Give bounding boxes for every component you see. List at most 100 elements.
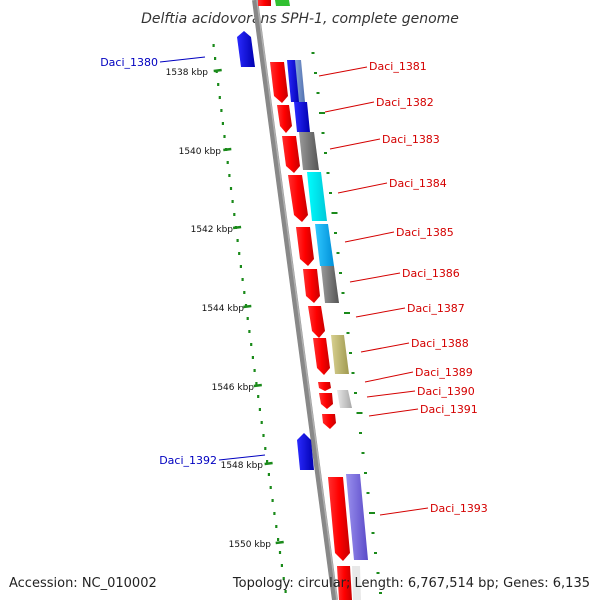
scale-dot — [278, 551, 282, 554]
kbp-label-1544: 1544 kbp — [202, 304, 245, 314]
gene-daci-1385[interactable] — [296, 227, 314, 266]
scale-dot — [241, 278, 244, 281]
gene-daci-1380[interactable] — [237, 31, 255, 67]
right-scale-tick — [356, 412, 363, 414]
label-daci-1385[interactable]: Daci_1385 — [396, 226, 454, 239]
right-scale-tick — [379, 592, 382, 594]
scale-dot — [223, 135, 226, 138]
label-daci-1390[interactable]: Daci_1390 — [417, 385, 475, 398]
scale-dot — [264, 447, 267, 450]
scale-dotted-line — [212, 44, 287, 593]
label-daci-1382[interactable]: Daci_1382 — [376, 96, 434, 109]
gene-daci-1386[interactable] — [303, 269, 320, 303]
right-scale-tick — [366, 492, 370, 494]
scale-dot — [251, 356, 254, 359]
label-daci-1391[interactable]: Daci_1391 — [420, 403, 478, 416]
right-scale-tick — [371, 532, 375, 534]
label-daci-1387[interactable]: Daci_1387 — [407, 302, 465, 315]
kbp-label-1546: 1546 kbp — [212, 383, 255, 393]
right-scale-tick — [339, 272, 342, 274]
gene-daci-1384[interactable] — [288, 175, 308, 222]
leader-lines — [159, 56, 429, 516]
genome-backbone — [252, 0, 338, 600]
right-scale-tick — [321, 132, 325, 134]
scale-dot — [277, 538, 280, 541]
gene-daci-1389[interactable] — [318, 382, 331, 391]
label-daci-1380[interactable]: Daci_1380 — [100, 56, 158, 69]
gene-daci-1383[interactable] — [282, 136, 300, 173]
gene-daci-1392[interactable] — [297, 433, 314, 470]
scale-dot — [220, 109, 223, 112]
accession-text: Accession: NC_010002 — [9, 576, 157, 591]
scale-dot — [250, 343, 253, 346]
scale-major-tick-6 — [275, 540, 284, 545]
gene-daci-1381[interactable] — [270, 62, 288, 103]
label-daci-1384[interactable]: Daci_1384 — [389, 177, 447, 190]
scale-dot — [273, 512, 276, 515]
right-scale-tick — [361, 452, 365, 454]
right-scale-tick — [374, 552, 377, 554]
right-scale-tick — [369, 512, 375, 514]
gene-daci-1393[interactable] — [328, 477, 350, 561]
right-scale-tick — [341, 292, 345, 294]
gene-daci-1382[interactable] — [277, 105, 292, 133]
scale-major-tick-5 — [264, 461, 273, 466]
topology-summary: Topology: circular; Length: 6,767,514 bp… — [232, 576, 590, 591]
scale-dot — [239, 265, 242, 268]
label-daci-1381[interactable]: Daci_1381 — [369, 60, 427, 73]
right-scale-tick — [364, 472, 367, 474]
scale-dot — [275, 525, 278, 528]
right-scale-tick — [324, 152, 327, 154]
label-daci-1383[interactable]: Daci_1383 — [382, 133, 440, 146]
scale-dot — [248, 330, 251, 333]
scale-dot — [246, 317, 249, 320]
scale-dot — [262, 434, 265, 437]
scale-dot — [231, 200, 234, 203]
scale-dot — [212, 44, 215, 47]
scale-dot — [284, 590, 287, 593]
label-daci-1388[interactable]: Daci_1388 — [411, 337, 469, 350]
kbp-label-1542: 1542 kbp — [191, 225, 234, 235]
scale-dot — [266, 460, 269, 463]
gene-daci-1388[interactable] — [313, 338, 330, 375]
label-daci-1389[interactable]: Daci_1389 — [415, 366, 473, 379]
gene-daci-1391[interactable] — [322, 414, 336, 429]
scale-dot — [243, 291, 246, 294]
scale-dot — [214, 57, 217, 60]
label-daci-1392[interactable]: Daci_1392 — [159, 454, 217, 467]
right-scale-tick — [319, 112, 325, 114]
scale-major-tick-4 — [253, 383, 262, 388]
right-scale-tick — [336, 252, 340, 254]
scale-labels: 1538 kbp 1540 kbp 1542 kbp 1544 kbp 1546… — [166, 68, 272, 550]
scale-dot — [269, 486, 272, 489]
scale-dot — [218, 96, 221, 99]
scale-dot — [257, 395, 260, 398]
scale-dot — [255, 382, 258, 385]
right-scale-tick — [351, 372, 355, 374]
kbp-label-1538: 1538 kbp — [166, 68, 209, 78]
genome-title: Delftia acidovorans SPH-1, complete geno… — [141, 11, 459, 27]
right-scale-tick — [346, 332, 350, 334]
scale-ticks — [213, 68, 284, 545]
label-daci-1386[interactable]: Daci_1386 — [402, 267, 460, 280]
gene-bottom-partial — [337, 566, 352, 600]
annotation-blocks — [287, 60, 368, 600]
scale-dot — [236, 239, 239, 242]
right-scale-tick — [359, 432, 362, 434]
right-scale-tick — [314, 72, 317, 74]
gene-daci-1390[interactable] — [319, 393, 333, 409]
scale-dot — [258, 408, 261, 411]
kbp-label-1550: 1550 kbp — [229, 540, 272, 550]
scale-dot — [280, 564, 283, 567]
label-daci-1393[interactable]: Daci_1393 — [430, 502, 488, 515]
scale-dot — [221, 122, 224, 125]
right-scale-tick — [344, 312, 350, 314]
right-scale-tick — [311, 52, 315, 54]
scale-major-tick-3 — [243, 304, 252, 309]
scale-dot — [228, 174, 231, 177]
right-scale-tick — [376, 572, 380, 574]
right-scale-tick — [329, 192, 332, 194]
kbp-label-1540: 1540 kbp — [179, 147, 222, 157]
gene-daci-1387[interactable] — [308, 306, 325, 338]
